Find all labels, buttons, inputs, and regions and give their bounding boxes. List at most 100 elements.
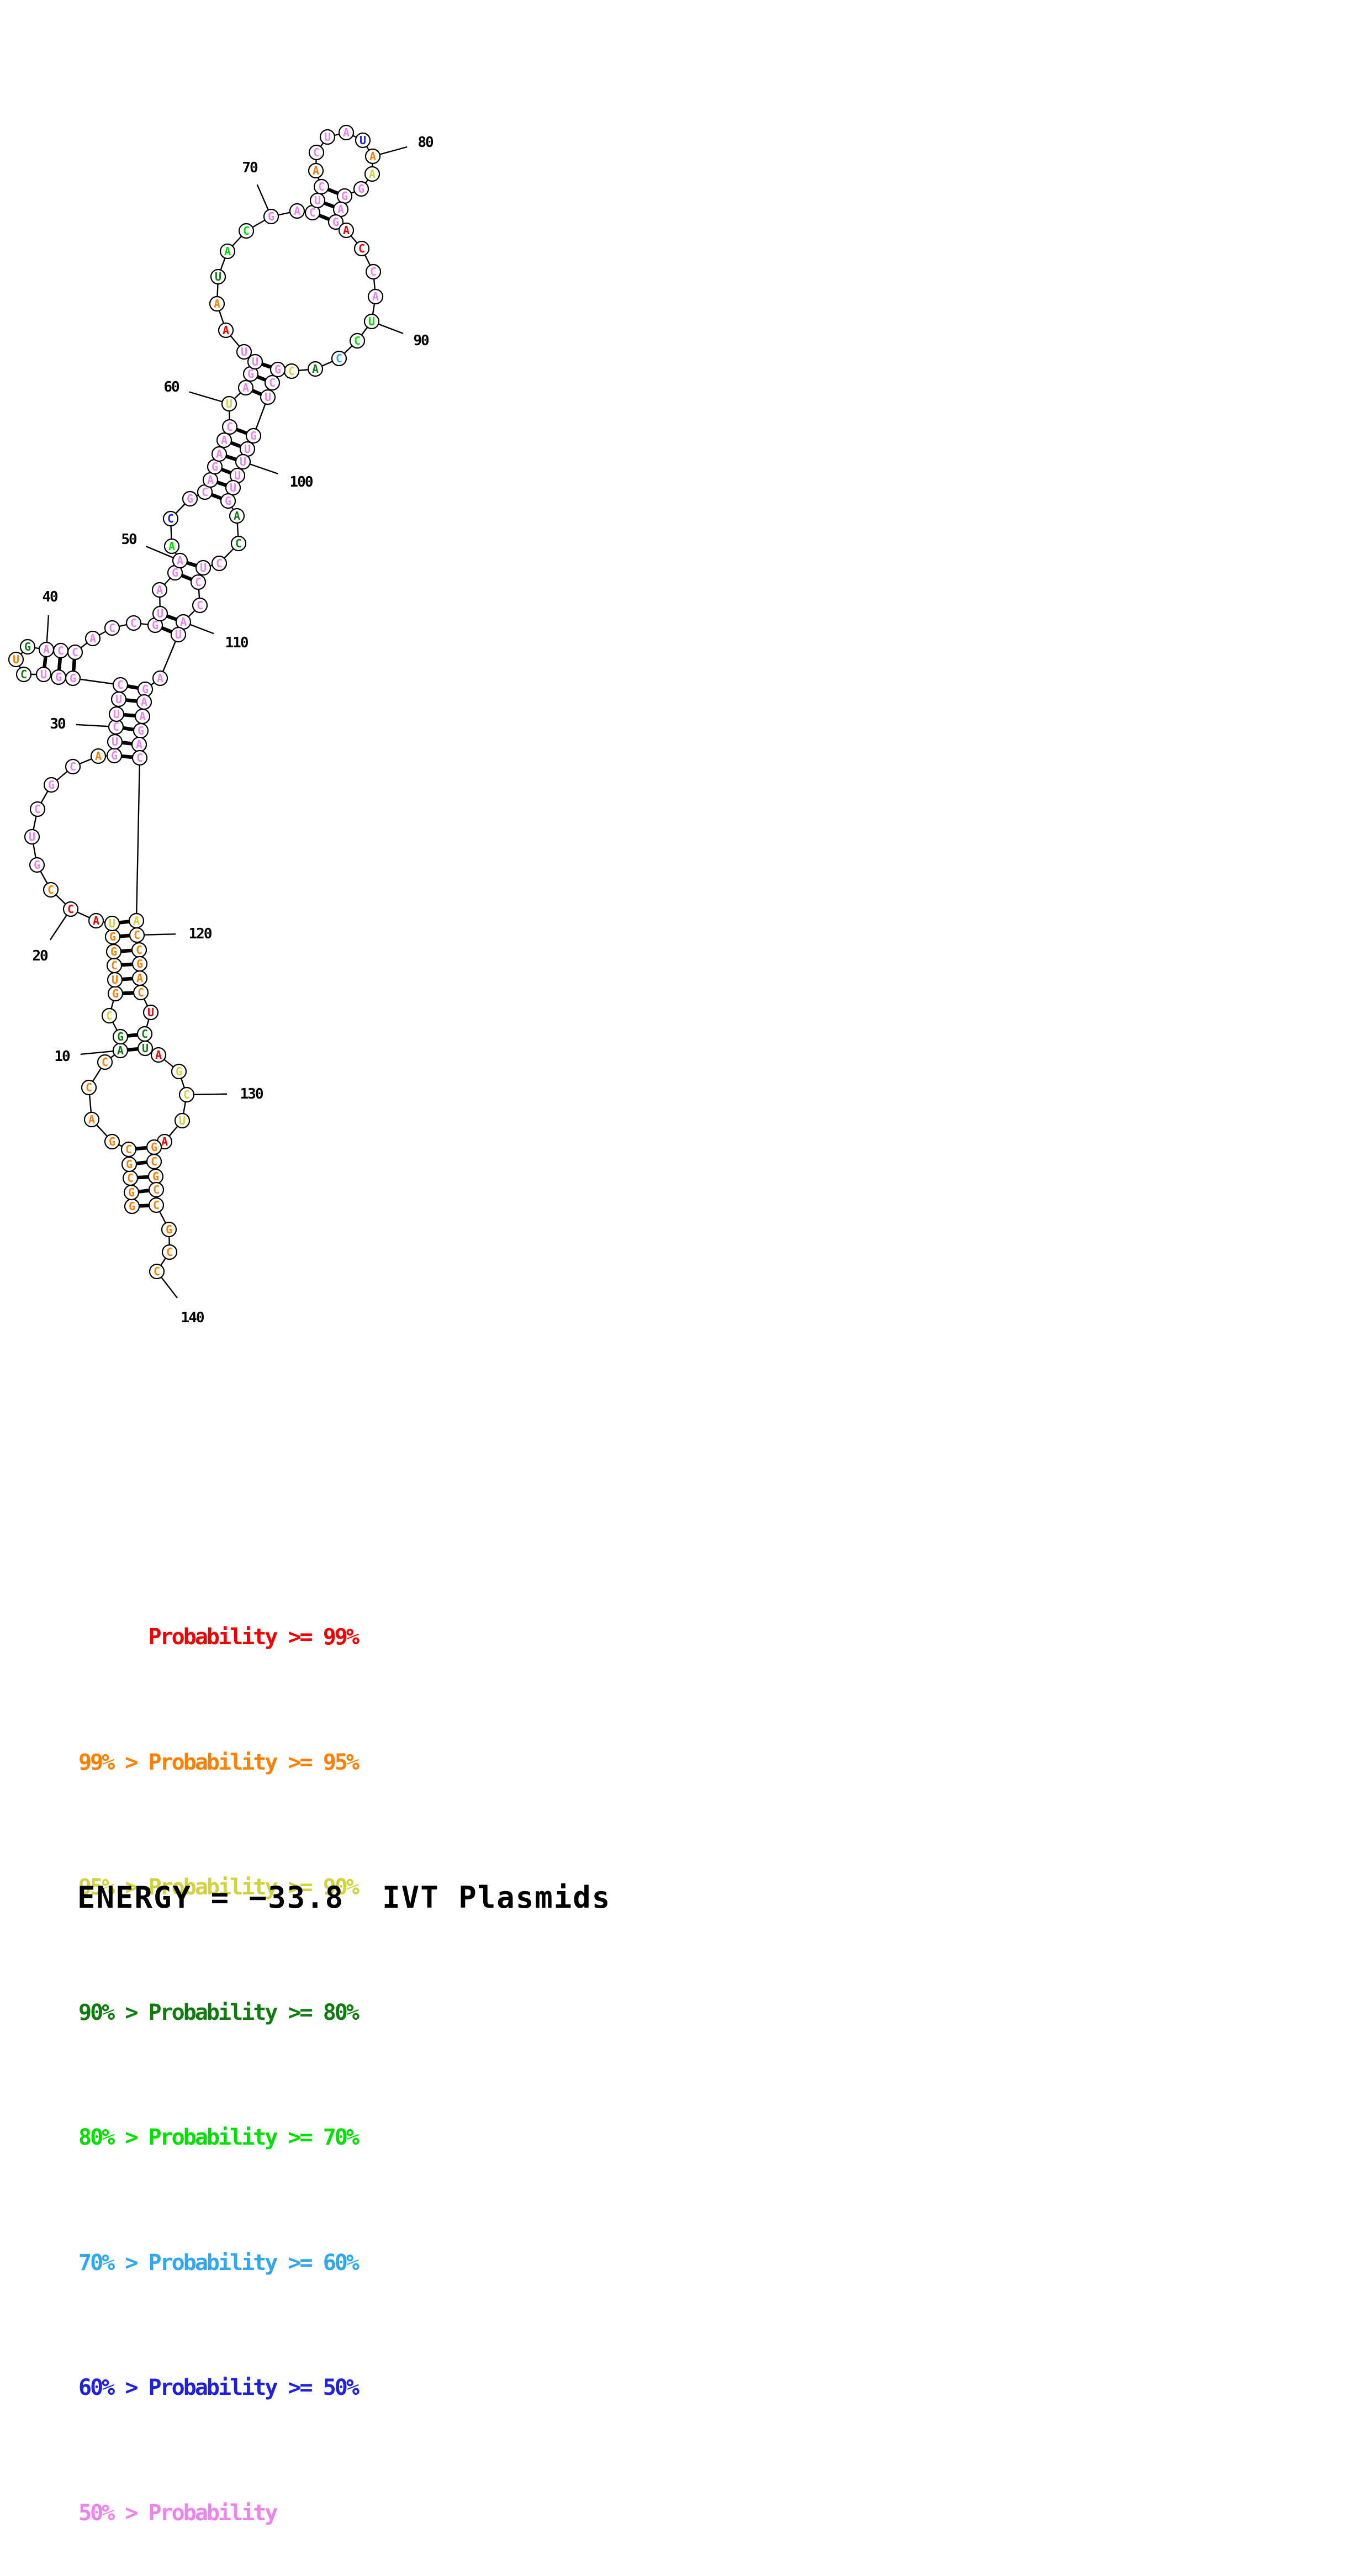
nucleotide-base-118: C (136, 751, 143, 764)
nucleotide-base-99: U (244, 442, 251, 456)
nucleotide-circle-100 (235, 453, 251, 470)
nucleotide-circle-59 (221, 419, 238, 435)
nucleotide-base-18: U (109, 917, 115, 930)
legend-line-p90: 95% > Probability >= 90% (78, 1875, 360, 1900)
nucleotide-circle-82 (353, 181, 369, 197)
nucleotide-base-86: A (343, 224, 350, 237)
nucleotide-circle-89 (367, 288, 384, 305)
nucleotide-base-76: C (313, 146, 320, 159)
rna-secondary-structure-plot: 102030405060708090100110120130140GGCGCGA… (8, 124, 435, 1326)
nucleotide-circle-31 (108, 706, 125, 722)
position-label-40: 40 (42, 589, 58, 605)
nucleotide-base-69: C (243, 224, 250, 237)
nucleotide-circle-29 (107, 733, 123, 750)
nucleotide-base-65: A (223, 324, 229, 337)
legend-line-p50: 60% > Probability >= 50% (78, 2375, 360, 2400)
nucleotide-circle-16 (105, 943, 122, 960)
nucleotide-base-114: A (141, 695, 147, 709)
nucleotide-base-35: G (55, 671, 62, 684)
nucleotide-circle-131 (174, 1112, 191, 1129)
nucleotide-base-14: U (112, 973, 118, 986)
nucleotide-circle-125 (142, 1004, 159, 1021)
nucleotide-circle-60 (221, 395, 237, 412)
nucleotide-circle-11 (112, 1028, 129, 1045)
nucleotide-circle-53 (182, 490, 198, 507)
nucleotide-base-64: U (241, 345, 247, 358)
nucleotide-base-40: A (43, 643, 50, 656)
nucleotide-base-89: A (372, 290, 379, 303)
nucleotide-base-129: G (176, 1065, 182, 1078)
nucleotide-base-44: C (109, 621, 115, 635)
nucleotide-base-27: A (95, 749, 102, 763)
nucleotide-base-134: C (151, 1155, 157, 1168)
nucleotide-base-88: C (370, 265, 377, 278)
nucleotide-circle-67 (210, 268, 226, 285)
nucleotide-base-29: U (112, 735, 118, 748)
nucleotide-base-50: A (177, 554, 183, 567)
nucleotide-base-19: A (93, 914, 99, 927)
nucleotide-base-112: A (157, 672, 163, 685)
nucleotide-base-70: G (268, 210, 274, 223)
nucleotide-circle-64 (236, 344, 252, 360)
nucleotide-base-91: C (354, 334, 361, 347)
nucleotide-circle-74 (313, 178, 330, 195)
nucleotide-base-120: C (134, 928, 140, 942)
nucleotide-circle-134 (146, 1153, 162, 1170)
nucleotide-circle-139 (161, 1244, 178, 1260)
nucleotide-circle-27 (90, 748, 107, 764)
nucleotide-circle-106 (211, 555, 228, 572)
nucleotide-circle-61 (237, 379, 254, 396)
legend-line-p80: 90% > Probability >= 80% (78, 1999, 360, 2025)
nucleotide-circle-22 (29, 857, 45, 873)
nucleotide-base-46: G (152, 619, 158, 632)
nucleotide-base-77: U (324, 130, 331, 144)
nucleotide-circle-76 (308, 144, 325, 161)
nucleotide-base-131: U (179, 1114, 186, 1127)
nucleotide-base-10: A (117, 1044, 124, 1057)
nucleotide-circle-51 (163, 538, 180, 555)
nucleotide-circle-108 (190, 574, 207, 590)
nucleotide-base-119: A (133, 914, 140, 927)
nucleotide-circle-78 (338, 124, 355, 141)
nucleotide-base-92: C (336, 352, 342, 365)
nucleotide-circle-12 (101, 1007, 118, 1024)
legend-line-lt50: 50% > Probability (78, 2500, 278, 2526)
nucleotide-base-113: G (142, 683, 149, 696)
nucleotide-base-54: C (202, 485, 208, 499)
energy-label: ENERGY = −33.8 IVT Plasmids (77, 1880, 611, 1915)
nucleotide-circle-120 (129, 927, 145, 943)
nucleotide-circle-79 (355, 132, 371, 149)
nucleotide-base-101: U (234, 469, 241, 482)
nucleotide-base-31: U (113, 708, 120, 721)
nucleotide-base-30: C (113, 720, 119, 733)
nucleotide-base-55: A (207, 473, 214, 487)
nucleotide-circle-129 (171, 1063, 187, 1080)
nucleotide-base-140: C (154, 1265, 160, 1278)
nucleotide-base-133: G (151, 1141, 157, 1154)
position-label-140: 140 (181, 1310, 204, 1326)
position-label-80: 80 (417, 134, 434, 151)
nucleotide-base-22: G (34, 858, 40, 872)
nucleotide-circle-138 (161, 1221, 177, 1238)
nucleotide-base-58: A (221, 434, 228, 447)
nucleotide-circle-66 (209, 295, 225, 312)
nucleotide-base-75: A (313, 164, 319, 177)
nucleotide-base-125: U (147, 1006, 154, 1019)
nucleotide-base-98: G (250, 429, 257, 442)
position-label-10: 10 (54, 1048, 70, 1065)
nucleotide-circle-75 (308, 162, 324, 179)
nucleotide-circle-39 (19, 638, 36, 655)
nucleotide-base-3: C (127, 1171, 134, 1185)
nucleotide-base-15: C (111, 959, 118, 972)
nucleotide-base-28: G (111, 749, 118, 762)
nucleotide-base-24: C (34, 803, 41, 816)
nucleotide-base-97: U (265, 390, 271, 404)
nucleotide-base-59: C (226, 420, 233, 434)
nucleotide-circle-130 (178, 1086, 195, 1103)
nucleotide-base-49: G (172, 566, 178, 579)
nucleotide-base-71: A (294, 204, 300, 218)
legend-line-p99: Probability >= 99% (78, 1624, 359, 1650)
nucleotide-base-105: C (235, 537, 242, 550)
nucleotide-base-116: G (138, 724, 144, 737)
nucleotide-base-17: G (109, 930, 116, 943)
